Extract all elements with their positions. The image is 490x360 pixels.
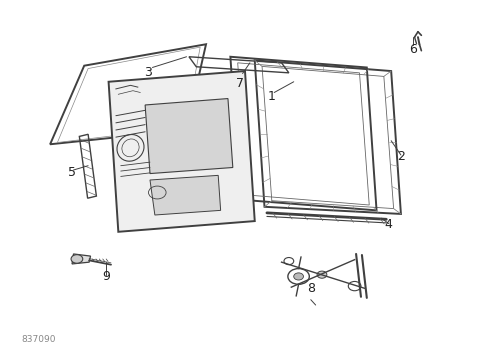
Circle shape — [294, 273, 303, 280]
Text: 837090: 837090 — [21, 335, 55, 344]
Text: 5: 5 — [68, 166, 76, 179]
Polygon shape — [145, 99, 233, 174]
Text: 6: 6 — [409, 43, 417, 56]
Polygon shape — [72, 254, 91, 264]
Text: 1: 1 — [268, 90, 276, 103]
Text: 4: 4 — [385, 218, 392, 231]
Text: 8: 8 — [307, 283, 315, 296]
Text: 7: 7 — [236, 77, 244, 90]
Circle shape — [71, 255, 83, 263]
Text: 3: 3 — [144, 66, 151, 79]
Polygon shape — [109, 71, 255, 232]
Text: 9: 9 — [102, 270, 110, 283]
Circle shape — [317, 271, 327, 278]
Polygon shape — [150, 175, 220, 215]
Text: 2: 2 — [397, 150, 405, 163]
